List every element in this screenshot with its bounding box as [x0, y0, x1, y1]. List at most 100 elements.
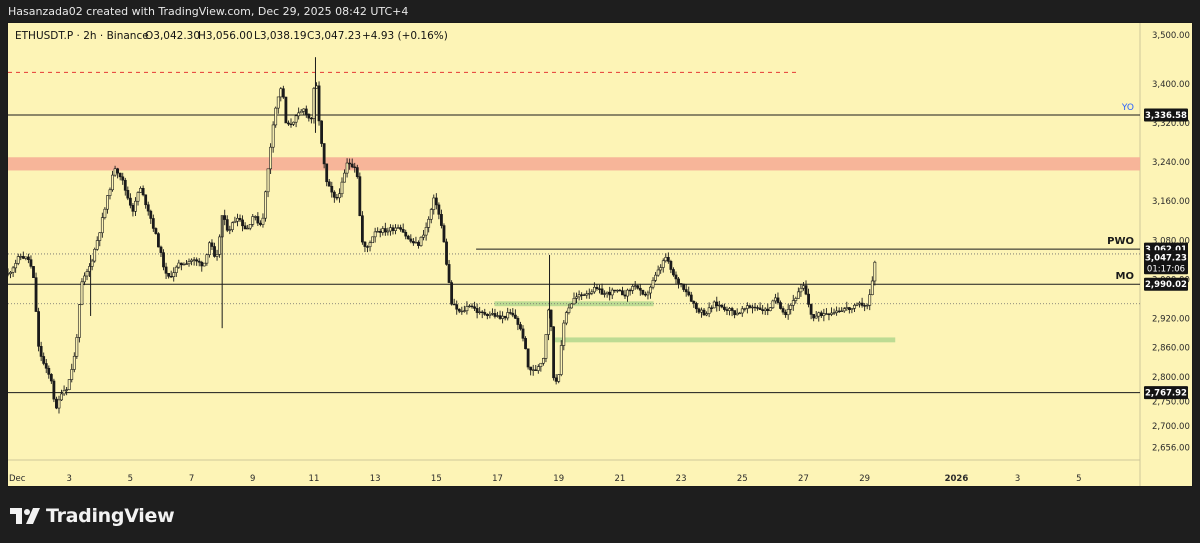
candle-body: [623, 294, 627, 297]
level-price-yo-tag[interactable]: [1144, 108, 1188, 122]
candle-body: [213, 246, 216, 257]
candle-body: [429, 209, 433, 220]
candle-body: [350, 163, 354, 168]
attribution-text: Hasanzada02 created with TradingView.com…: [8, 5, 409, 18]
candle-body: [98, 232, 102, 241]
candle-body: [519, 324, 522, 330]
level-name-pwo: PWO: [1107, 236, 1134, 247]
candle-body: [167, 272, 171, 277]
candle-body: [501, 315, 505, 319]
level-price-tag[interactable]: [1144, 386, 1188, 400]
candle-body: [185, 263, 188, 265]
time-axis[interactable]: Dec 3 5 7 9 11 13 15 17 19 21 23 25 27 29 2026 3 5: [9, 474, 1082, 484]
candle-body: [672, 269, 675, 276]
candle-body: [9, 272, 12, 275]
candle-body: [508, 312, 512, 314]
candle-body: [208, 242, 211, 256]
resistance-zone[interactable]: [8, 157, 1140, 171]
candle-body: [768, 307, 772, 311]
candle-body: [774, 297, 777, 302]
candle-body: [26, 256, 30, 260]
candle-body: [399, 227, 403, 230]
candle-body: [118, 172, 122, 178]
time-tick-label: 17: [492, 474, 503, 484]
level-labels-layer: 3,336.58 3,062.01 2,990.02 2,767.92 3,047.23…: [1107, 103, 1188, 400]
candle-body: [205, 254, 209, 264]
time-tick-label: 15: [431, 474, 442, 484]
candle-body: [590, 291, 594, 294]
level-price-mo-tag[interactable]: [1144, 277, 1188, 291]
ohlc-open: O3,042.30: [145, 30, 200, 42]
candle-body: [842, 308, 846, 312]
level-price-yo-tag-label: 3,336.58: [1145, 111, 1187, 121]
candles-layer: [8, 57, 877, 414]
candle-body: [825, 313, 828, 315]
candle-body: [103, 208, 107, 218]
candle-body: [858, 302, 861, 305]
candle-body: [595, 286, 599, 290]
candle-body: [368, 242, 372, 248]
candle-body: [776, 297, 780, 303]
candle-body: [190, 259, 193, 262]
candle-body: [57, 399, 61, 409]
candle-body: [570, 303, 573, 309]
candle-body: [396, 227, 400, 229]
candle-body: [218, 236, 222, 255]
candle-body: [424, 227, 428, 236]
candle-body: [202, 262, 206, 267]
candle-body: [312, 88, 316, 119]
candle-body: [559, 345, 563, 375]
candle-body: [366, 246, 369, 248]
candle-body: [689, 294, 693, 302]
candle-body: [794, 298, 798, 301]
candle-body: [414, 241, 418, 244]
support-zone[interactable]: [552, 337, 896, 343]
candle-body: [524, 338, 527, 350]
candle-body: [44, 363, 48, 369]
candle-body: [817, 312, 821, 317]
price-tick-label: 3,400.00: [1152, 80, 1190, 90]
candle-body: [804, 285, 808, 295]
candle-body: [610, 289, 614, 296]
candle-body: [725, 309, 729, 311]
candle-body: [284, 96, 288, 124]
candle-body: [827, 313, 831, 316]
candle-body: [345, 162, 349, 174]
time-tick-label: 29: [859, 474, 870, 484]
candle-body: [360, 215, 364, 243]
candle-body: [228, 229, 232, 231]
candle-body: [261, 217, 265, 225]
candle-body: [717, 304, 721, 307]
last-price-tag[interactable]: [1144, 250, 1188, 275]
candle-body: [230, 222, 234, 230]
candle-body: [796, 291, 800, 299]
time-tick-label: 5: [128, 474, 133, 484]
candle-body: [728, 308, 731, 311]
candle-body: [123, 179, 127, 191]
candle-body: [702, 309, 706, 316]
candle-body: [322, 143, 326, 165]
candle-body: [457, 308, 461, 312]
candle-body: [692, 301, 696, 304]
candle-body: [192, 259, 196, 261]
candle-body: [287, 122, 290, 125]
price-chart[interactable]: 3,500.00 3,400.00 3,320.00 3,240.00 3,160.00…: [8, 23, 1192, 486]
time-tick-label: 23: [676, 474, 687, 484]
candle-body: [302, 108, 306, 112]
candle-body: [761, 309, 765, 311]
candle-body: [14, 263, 18, 269]
symbol-info[interactable]: ETHUSDT.P · 2h · Binance: [15, 30, 149, 42]
candle-body: [677, 278, 680, 284]
candle-body: [355, 167, 359, 177]
time-tick-label: 19: [553, 474, 564, 484]
time-tick-label: 5: [1076, 474, 1081, 484]
tradingview-logo-icon: [10, 508, 40, 524]
candle-body: [447, 264, 451, 283]
candle-body: [327, 181, 331, 187]
candle-body: [241, 219, 244, 227]
candle-body: [641, 289, 645, 295]
time-tick-label: 3: [1015, 474, 1020, 484]
candle-body: [603, 293, 606, 295]
candle-body: [608, 291, 612, 296]
tradingview-logo[interactable]: TradingView: [10, 505, 175, 527]
